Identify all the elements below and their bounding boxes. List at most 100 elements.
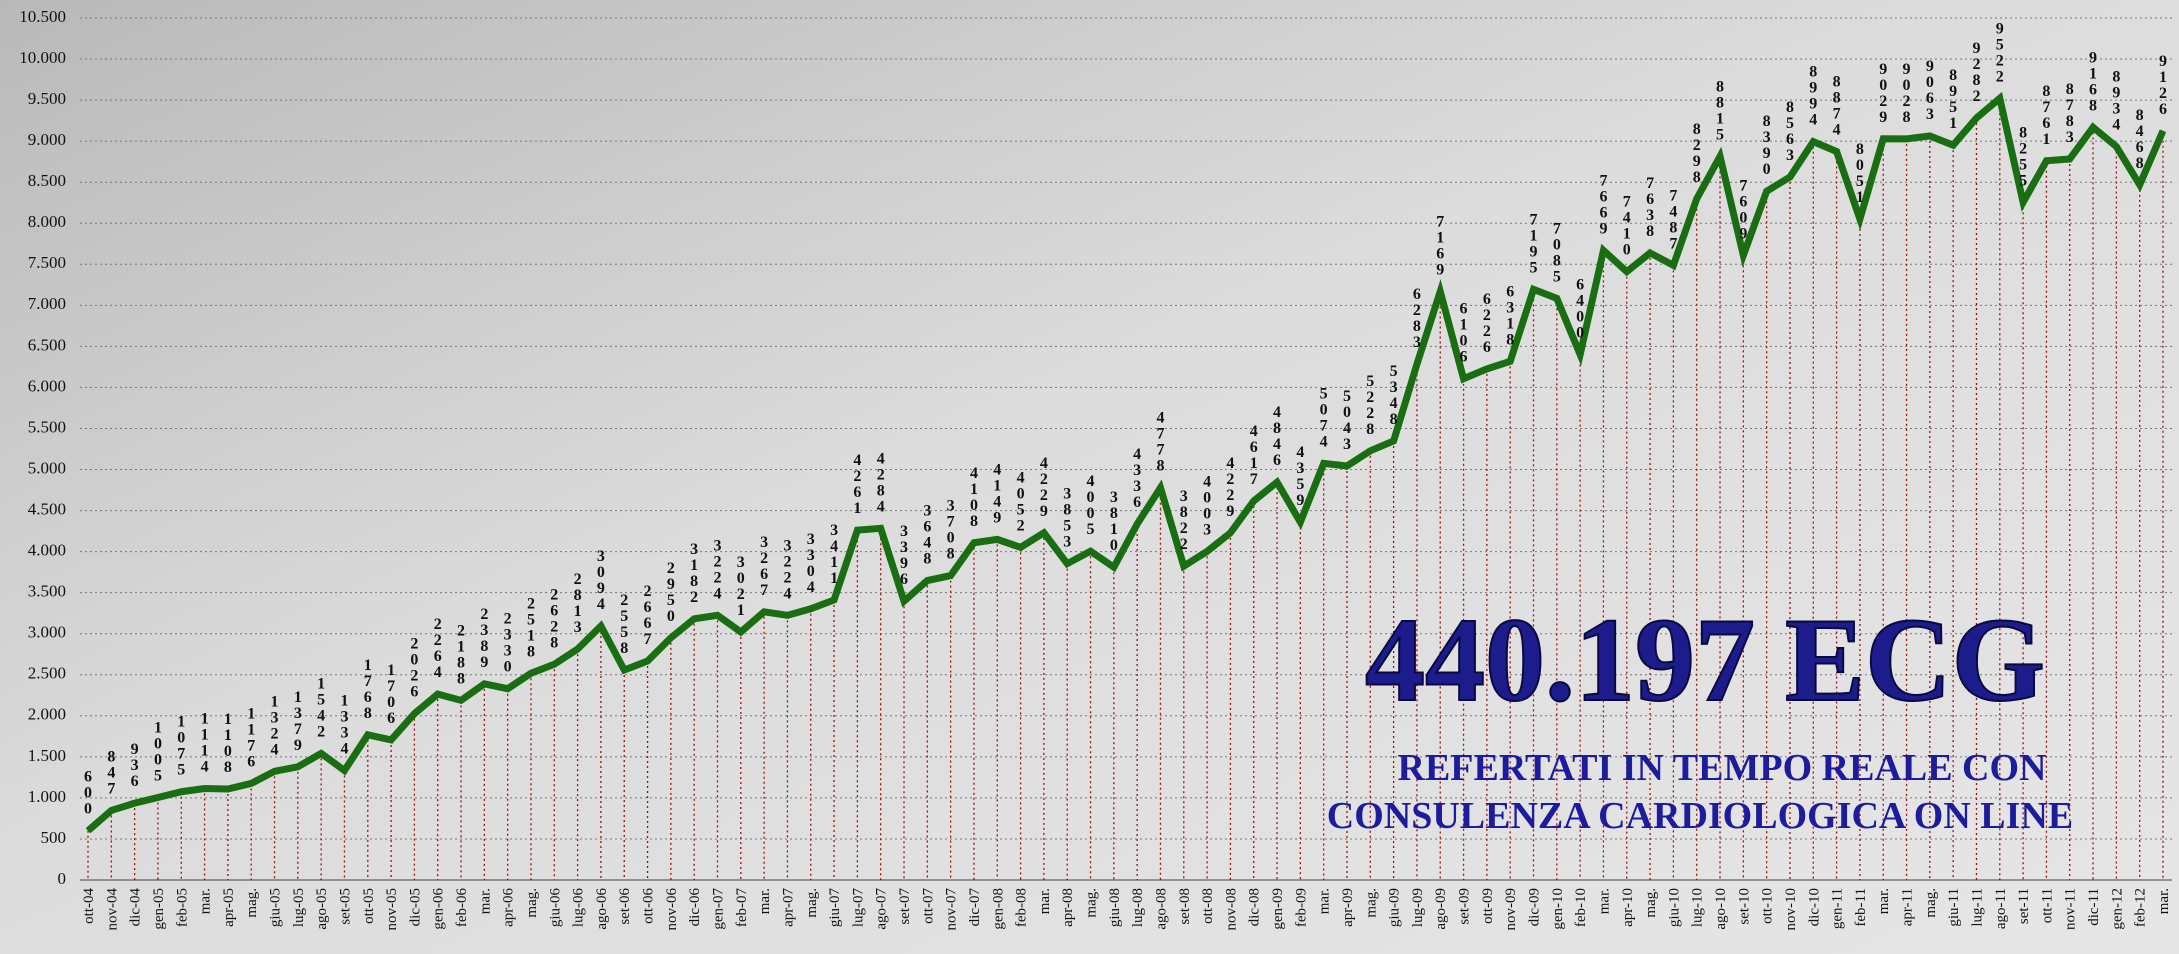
x-tick-label: ott-08 (1200, 888, 1216, 924)
data-label: 9063 (1921, 58, 1938, 122)
data-label: 6106 (1455, 301, 1472, 365)
y-tick-label: 9.500 (28, 89, 66, 108)
x-tick-label: dic-11 (2086, 888, 2102, 926)
data-label: 1542 (313, 675, 330, 739)
data-label: 5348 (1385, 363, 1402, 427)
x-tick-label: dic-06 (687, 888, 703, 927)
data-label: 7195 (1525, 211, 1542, 275)
data-label: 2950 (662, 560, 679, 624)
data-label: 4003 (1199, 473, 1216, 537)
x-tick-label: lug-09 (1410, 888, 1426, 927)
x-tick-label: ago-10 (1713, 888, 1729, 930)
x-tick-label: set-09 (1457, 888, 1473, 925)
x-tick-label: nov-07 (944, 888, 960, 931)
x-tick-label: giu-05 (268, 888, 284, 927)
x-tick-label: ott-04 (81, 888, 97, 924)
x-tick-label: ott-06 (641, 888, 657, 924)
data-label: 4846 (1269, 404, 1286, 468)
data-label: 1379 (289, 689, 306, 753)
x-tick-label: set-05 (337, 888, 353, 925)
data-label: 1176 (243, 705, 260, 769)
x-tick-label: nov-05 (384, 888, 400, 931)
data-label: 3267 (756, 534, 773, 598)
data-label: 3182 (686, 541, 703, 605)
data-label: 2188 (453, 622, 470, 686)
y-tick-label: 6.500 (28, 335, 66, 354)
data-label: 8563 (1781, 99, 1798, 163)
data-label: 4336 (1129, 446, 1146, 510)
x-tick-label: nov-09 (1503, 888, 1519, 931)
data-label: 3411 (826, 522, 843, 586)
x-tick-label: dic-04 (128, 888, 144, 927)
x-tick-label: ott-11 (2039, 888, 2055, 923)
data-label: 4229 (1222, 455, 1239, 519)
data-label: 3224 (779, 537, 796, 601)
data-label: 3853 (1059, 486, 1076, 550)
y-tick-label: 10.500 (19, 7, 66, 26)
data-label: 7487 (1665, 187, 1682, 251)
x-tick-label: mar. (1317, 888, 1333, 914)
x-tick-label: gen-11 (1830, 888, 1846, 929)
data-label: 6226 (1478, 291, 1495, 355)
data-label: 4284 (872, 450, 889, 514)
data-label: 7638 (1642, 175, 1659, 239)
y-tick-label: 8.500 (28, 171, 66, 190)
y-tick-label: 2.000 (28, 705, 66, 724)
y-tick-label: 7.500 (28, 253, 66, 272)
data-label: 1005 (149, 719, 166, 783)
x-tick-label: ott-10 (1760, 888, 1776, 924)
data-label: 2330 (499, 611, 516, 675)
y-tick-label: 3.000 (28, 623, 66, 642)
data-label: 3822 (1175, 488, 1192, 552)
x-tick-label: feb-08 (1014, 888, 1030, 927)
x-tick-label: gen-06 (431, 888, 447, 930)
x-tick-label: lug-07 (850, 888, 866, 928)
y-tick-label: 4.500 (28, 499, 66, 518)
data-label: 3810 (1105, 489, 1122, 553)
data-label: 7169 (1432, 213, 1449, 277)
x-tick-label: ago-09 (1433, 888, 1449, 930)
data-label: 1334 (336, 692, 353, 756)
data-label: 8934 (2108, 69, 2125, 133)
x-tick-label: giu-08 (1107, 888, 1123, 927)
x-tick-label: apr-08 (1060, 888, 1076, 927)
data-label: 3648 (919, 503, 936, 567)
x-tick-label: apr-06 (501, 888, 517, 927)
x-tick-label: feb-09 (1293, 888, 1309, 927)
x-tick-label: ott-09 (1480, 888, 1496, 924)
x-tick-label: dic-10 (1806, 888, 1822, 926)
x-tick-label: set-11 (2016, 888, 2032, 924)
x-tick-label: feb-10 (1573, 888, 1589, 927)
data-label: 7669 (1595, 172, 1612, 236)
x-tick-label: mar. (2156, 888, 2172, 914)
data-label: 8951 (1945, 67, 1962, 131)
data-label: 1108 (219, 711, 236, 775)
data-label: 6400 (1572, 277, 1589, 341)
subtitle-line: CONSULENZA CARDIOLOGICA ON LINE (1327, 795, 2073, 837)
x-tick-label: set-06 (617, 888, 633, 925)
x-tick-label: giu-09 (1387, 888, 1403, 927)
data-label: 3224 (709, 537, 726, 601)
x-tick-label: feb-05 (174, 888, 190, 927)
data-label: 8051 (1851, 141, 1868, 205)
y-tick-label: 0 (58, 869, 67, 888)
x-tick-label: ago-05 (314, 888, 330, 930)
x-tick-label: gen-12 (2109, 888, 2125, 930)
x-tick-label: mag. (1923, 888, 1939, 918)
x-tick-label: giu-07 (827, 888, 843, 928)
data-label: 1114 (196, 711, 213, 775)
data-label: 8255 (2015, 124, 2032, 188)
y-tick-label: 9.000 (28, 130, 66, 149)
x-tick-label: apr-07 (780, 888, 796, 927)
data-label: 9126 (2155, 53, 2172, 117)
data-label: 2389 (476, 606, 493, 670)
x-tick-label: set-07 (897, 888, 913, 925)
data-label: 1706 (383, 662, 400, 726)
x-tick-label: gen-07 (710, 888, 726, 930)
data-label: 600 (80, 769, 97, 817)
x-tick-label: mar. (198, 888, 214, 914)
x-tick-label: lug-08 (1130, 888, 1146, 927)
x-tick-label: giu-06 (547, 888, 563, 928)
x-tick-label: apr-10 (1620, 888, 1636, 927)
